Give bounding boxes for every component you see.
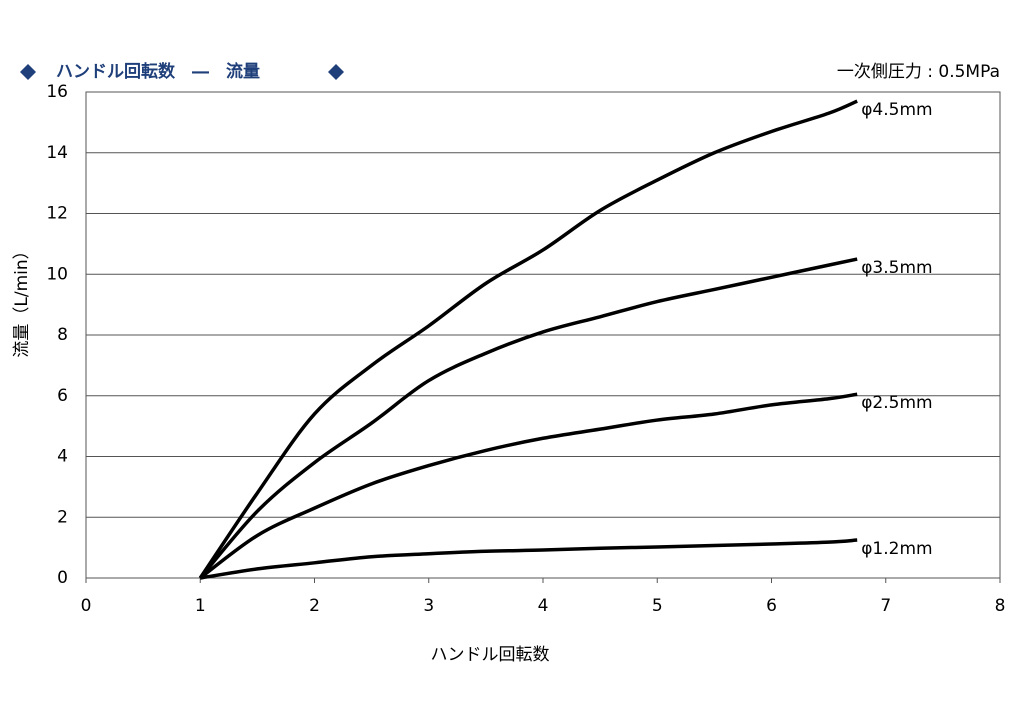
title-diamond — [328, 64, 344, 80]
series-line — [198, 99, 858, 579]
x-tick-label: 7 — [880, 596, 891, 616]
y-tick-label: 8 — [57, 325, 68, 345]
series-label: φ3.5mm — [861, 258, 932, 278]
x-tick-label: 4 — [538, 596, 549, 616]
x-tick-label: 6 — [766, 596, 777, 616]
y-tick-label: 6 — [57, 386, 68, 406]
series-label: φ4.5mm — [861, 100, 932, 120]
y-tick-label: 0 — [57, 568, 68, 588]
chart-title: ハンドル回転数 ― 流量 — [56, 61, 260, 82]
series-line — [198, 257, 858, 580]
series-line — [199, 538, 858, 580]
x-tick-label: 0 — [81, 596, 92, 616]
x-tick-label: 8 — [995, 596, 1006, 616]
plot-border — [85, 91, 1001, 579]
y-tick-label: 10 — [46, 264, 68, 284]
y-tick-label: 12 — [46, 204, 68, 224]
series-line — [199, 392, 858, 580]
y-tick-label: 4 — [57, 447, 68, 467]
x-tick-label: 2 — [309, 596, 320, 616]
y-tick-label: 2 — [57, 507, 68, 527]
x-tick-label: 1 — [195, 596, 206, 616]
x-axis-label: ハンドル回転数 — [431, 645, 550, 665]
title-diamond — [20, 64, 36, 80]
series-label: φ1.2mm — [861, 539, 932, 559]
y-axis-label: 流量（L/min） — [12, 242, 32, 357]
x-tick-label: 3 — [423, 596, 434, 616]
series-label: φ2.5mm — [861, 393, 932, 413]
y-tick-label: 14 — [46, 143, 68, 163]
annotation: 一次側圧力 : 0.5MPa — [837, 62, 1000, 82]
x-tick-label: 5 — [652, 596, 663, 616]
y-tick-label: 16 — [46, 82, 68, 102]
